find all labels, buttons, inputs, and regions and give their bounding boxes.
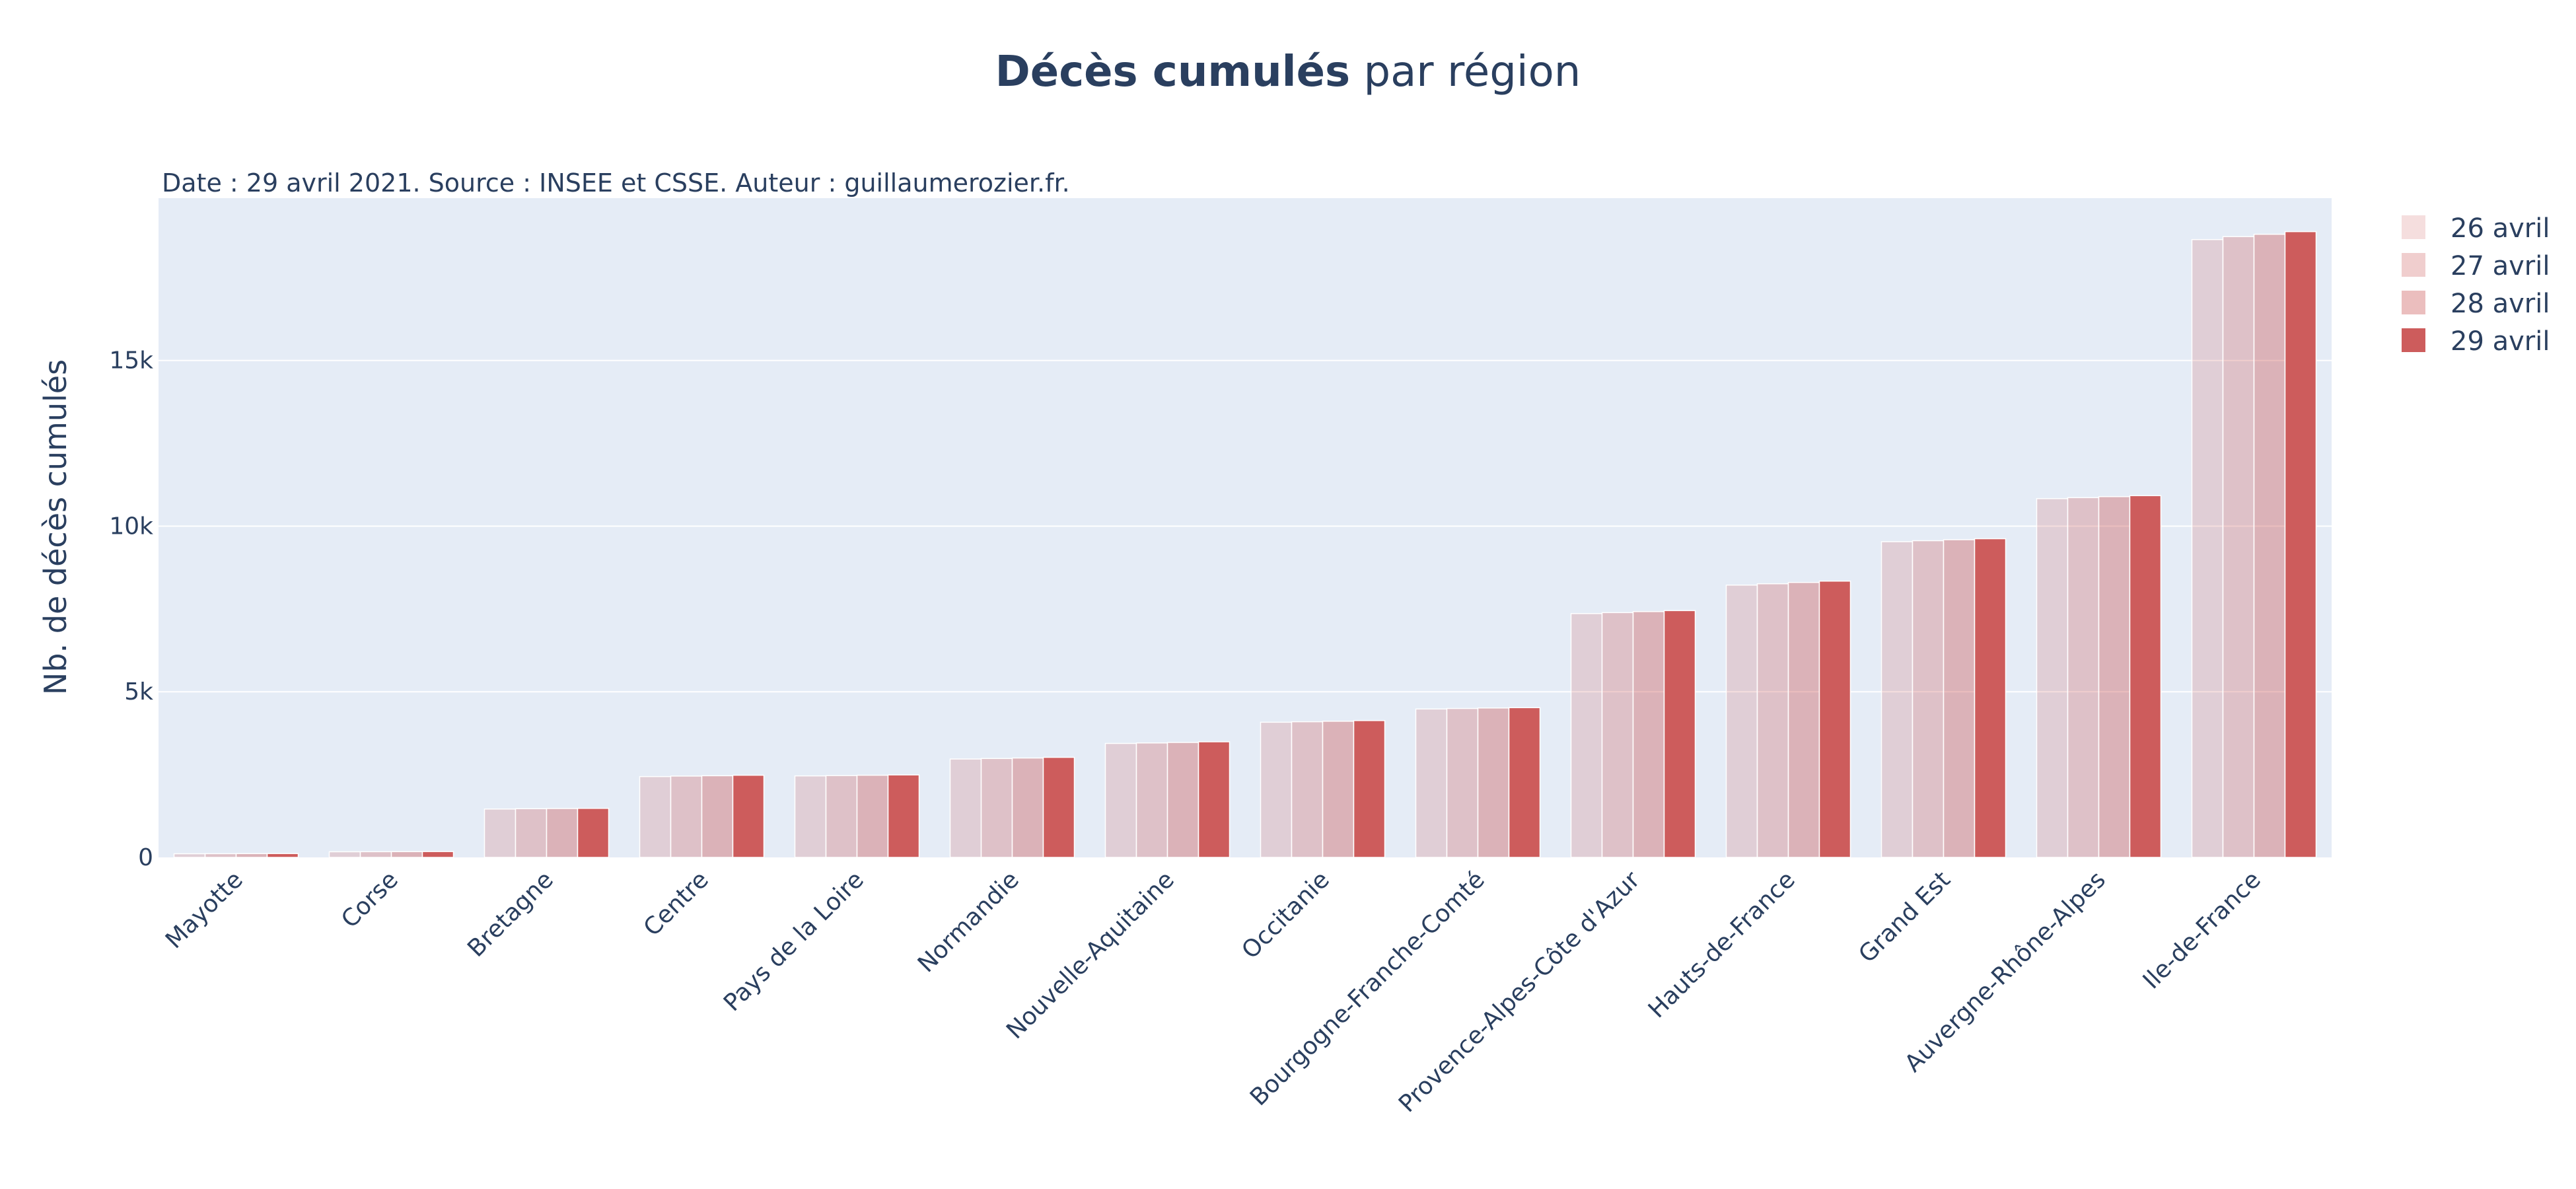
bar xyxy=(2067,497,2100,858)
bar xyxy=(2036,498,2069,858)
bar xyxy=(1042,756,1075,858)
bar xyxy=(204,853,237,858)
bar xyxy=(701,775,734,858)
bar xyxy=(732,774,765,858)
bar xyxy=(1260,721,1293,858)
bar xyxy=(2098,496,2131,858)
bar xyxy=(328,851,361,858)
bar xyxy=(235,853,268,858)
bar xyxy=(1818,580,1851,858)
bar xyxy=(2129,495,2162,858)
bar xyxy=(1725,585,1758,858)
plot-area xyxy=(159,198,2332,857)
y-axis-title: Nb. de décès cumulés xyxy=(38,359,73,695)
y-tick-label: 5k xyxy=(124,678,153,705)
y-tick-label: 10k xyxy=(109,513,153,540)
bar xyxy=(1880,541,1914,858)
y-tick-label: 15k xyxy=(109,347,153,375)
bar xyxy=(1198,741,1231,858)
legend-swatch xyxy=(2402,328,2425,352)
bar xyxy=(1477,707,1510,858)
legend-label: 28 avril xyxy=(2451,289,2550,319)
bar xyxy=(1601,612,1634,858)
bar xyxy=(2191,238,2224,858)
bar xyxy=(1135,742,1168,858)
bar xyxy=(887,774,920,858)
chart-subtitle: Date : 29 avril 2021. Source : INSEE et … xyxy=(162,168,1070,198)
x-tick-label: Centre xyxy=(639,866,714,941)
legend-label: 27 avril xyxy=(2451,251,2550,281)
x-tick-label: Bretagne xyxy=(462,866,559,962)
bar xyxy=(546,808,579,858)
chart-title-bold: Décès cumulés xyxy=(995,48,1350,96)
x-tick-label: Nouvelle-Aquitaine xyxy=(1001,866,1180,1044)
bar xyxy=(1446,707,1479,858)
bar xyxy=(1943,539,1976,858)
legend-label: 26 avril xyxy=(2451,213,2550,244)
x-axis-ticks: Mayotte Corse Bretagne Centre Pays de la Loi… xyxy=(161,866,2266,1118)
x-tick-label: Mayotte xyxy=(161,866,248,954)
chart-title: Décès cumulés par région xyxy=(995,48,1581,96)
bar xyxy=(1166,742,1199,858)
bar xyxy=(856,774,889,858)
bar xyxy=(1322,721,1355,858)
bar xyxy=(483,809,517,858)
y-tick-label: 0 xyxy=(138,844,153,871)
bar xyxy=(794,775,827,858)
bar xyxy=(2253,233,2286,858)
x-tick-label: Occitanie xyxy=(1236,866,1335,964)
bar xyxy=(1974,538,2007,858)
bar xyxy=(825,775,858,858)
bar xyxy=(1787,581,1820,858)
x-tick-label: Normandie xyxy=(913,866,1024,978)
bar xyxy=(515,808,548,858)
x-tick-label: Ile-de-France xyxy=(2138,866,2266,994)
bar xyxy=(1291,721,1324,858)
legend-swatch xyxy=(2402,215,2425,239)
bar xyxy=(1415,708,1448,858)
bar xyxy=(421,851,454,858)
bar xyxy=(390,851,423,858)
bar xyxy=(1104,742,1137,858)
legend[interactable]: 26 avril 27 avril 28 avril 29 avril xyxy=(2402,213,2550,357)
gridlines xyxy=(159,359,2332,693)
bar xyxy=(1756,583,1789,858)
bar xyxy=(266,853,299,858)
bar xyxy=(1912,540,1945,858)
bar xyxy=(577,808,610,858)
bar xyxy=(173,853,206,858)
legend-swatch xyxy=(2402,291,2425,314)
bar xyxy=(359,851,392,858)
bars xyxy=(173,231,2317,858)
bar xyxy=(2222,236,2255,858)
x-tick-label: Hauts-de-France xyxy=(1643,866,1801,1023)
bar xyxy=(2284,231,2317,858)
bar xyxy=(1632,611,1665,858)
x-tick-label: Provence-Alpes-Côte d'Azur xyxy=(1394,866,1645,1118)
x-tick-label: Pays de la Loire xyxy=(719,866,869,1017)
bar xyxy=(1011,757,1044,858)
y-axis-ticks: 0 5k 10k 15k xyxy=(109,347,153,871)
legend-label: 29 avril xyxy=(2451,326,2550,357)
bar xyxy=(1663,610,1696,858)
bar xyxy=(1508,707,1541,858)
x-tick-label: Corse xyxy=(336,866,404,933)
x-tick-label: Grand Est xyxy=(1853,866,1956,968)
chart-title-rest: par région xyxy=(1350,48,1581,96)
bar xyxy=(949,758,982,858)
bar xyxy=(1353,720,1386,858)
bar xyxy=(639,775,672,858)
legend-swatch xyxy=(2402,253,2425,277)
bar xyxy=(980,758,1013,858)
bar xyxy=(1570,613,1603,858)
bar xyxy=(670,775,703,858)
